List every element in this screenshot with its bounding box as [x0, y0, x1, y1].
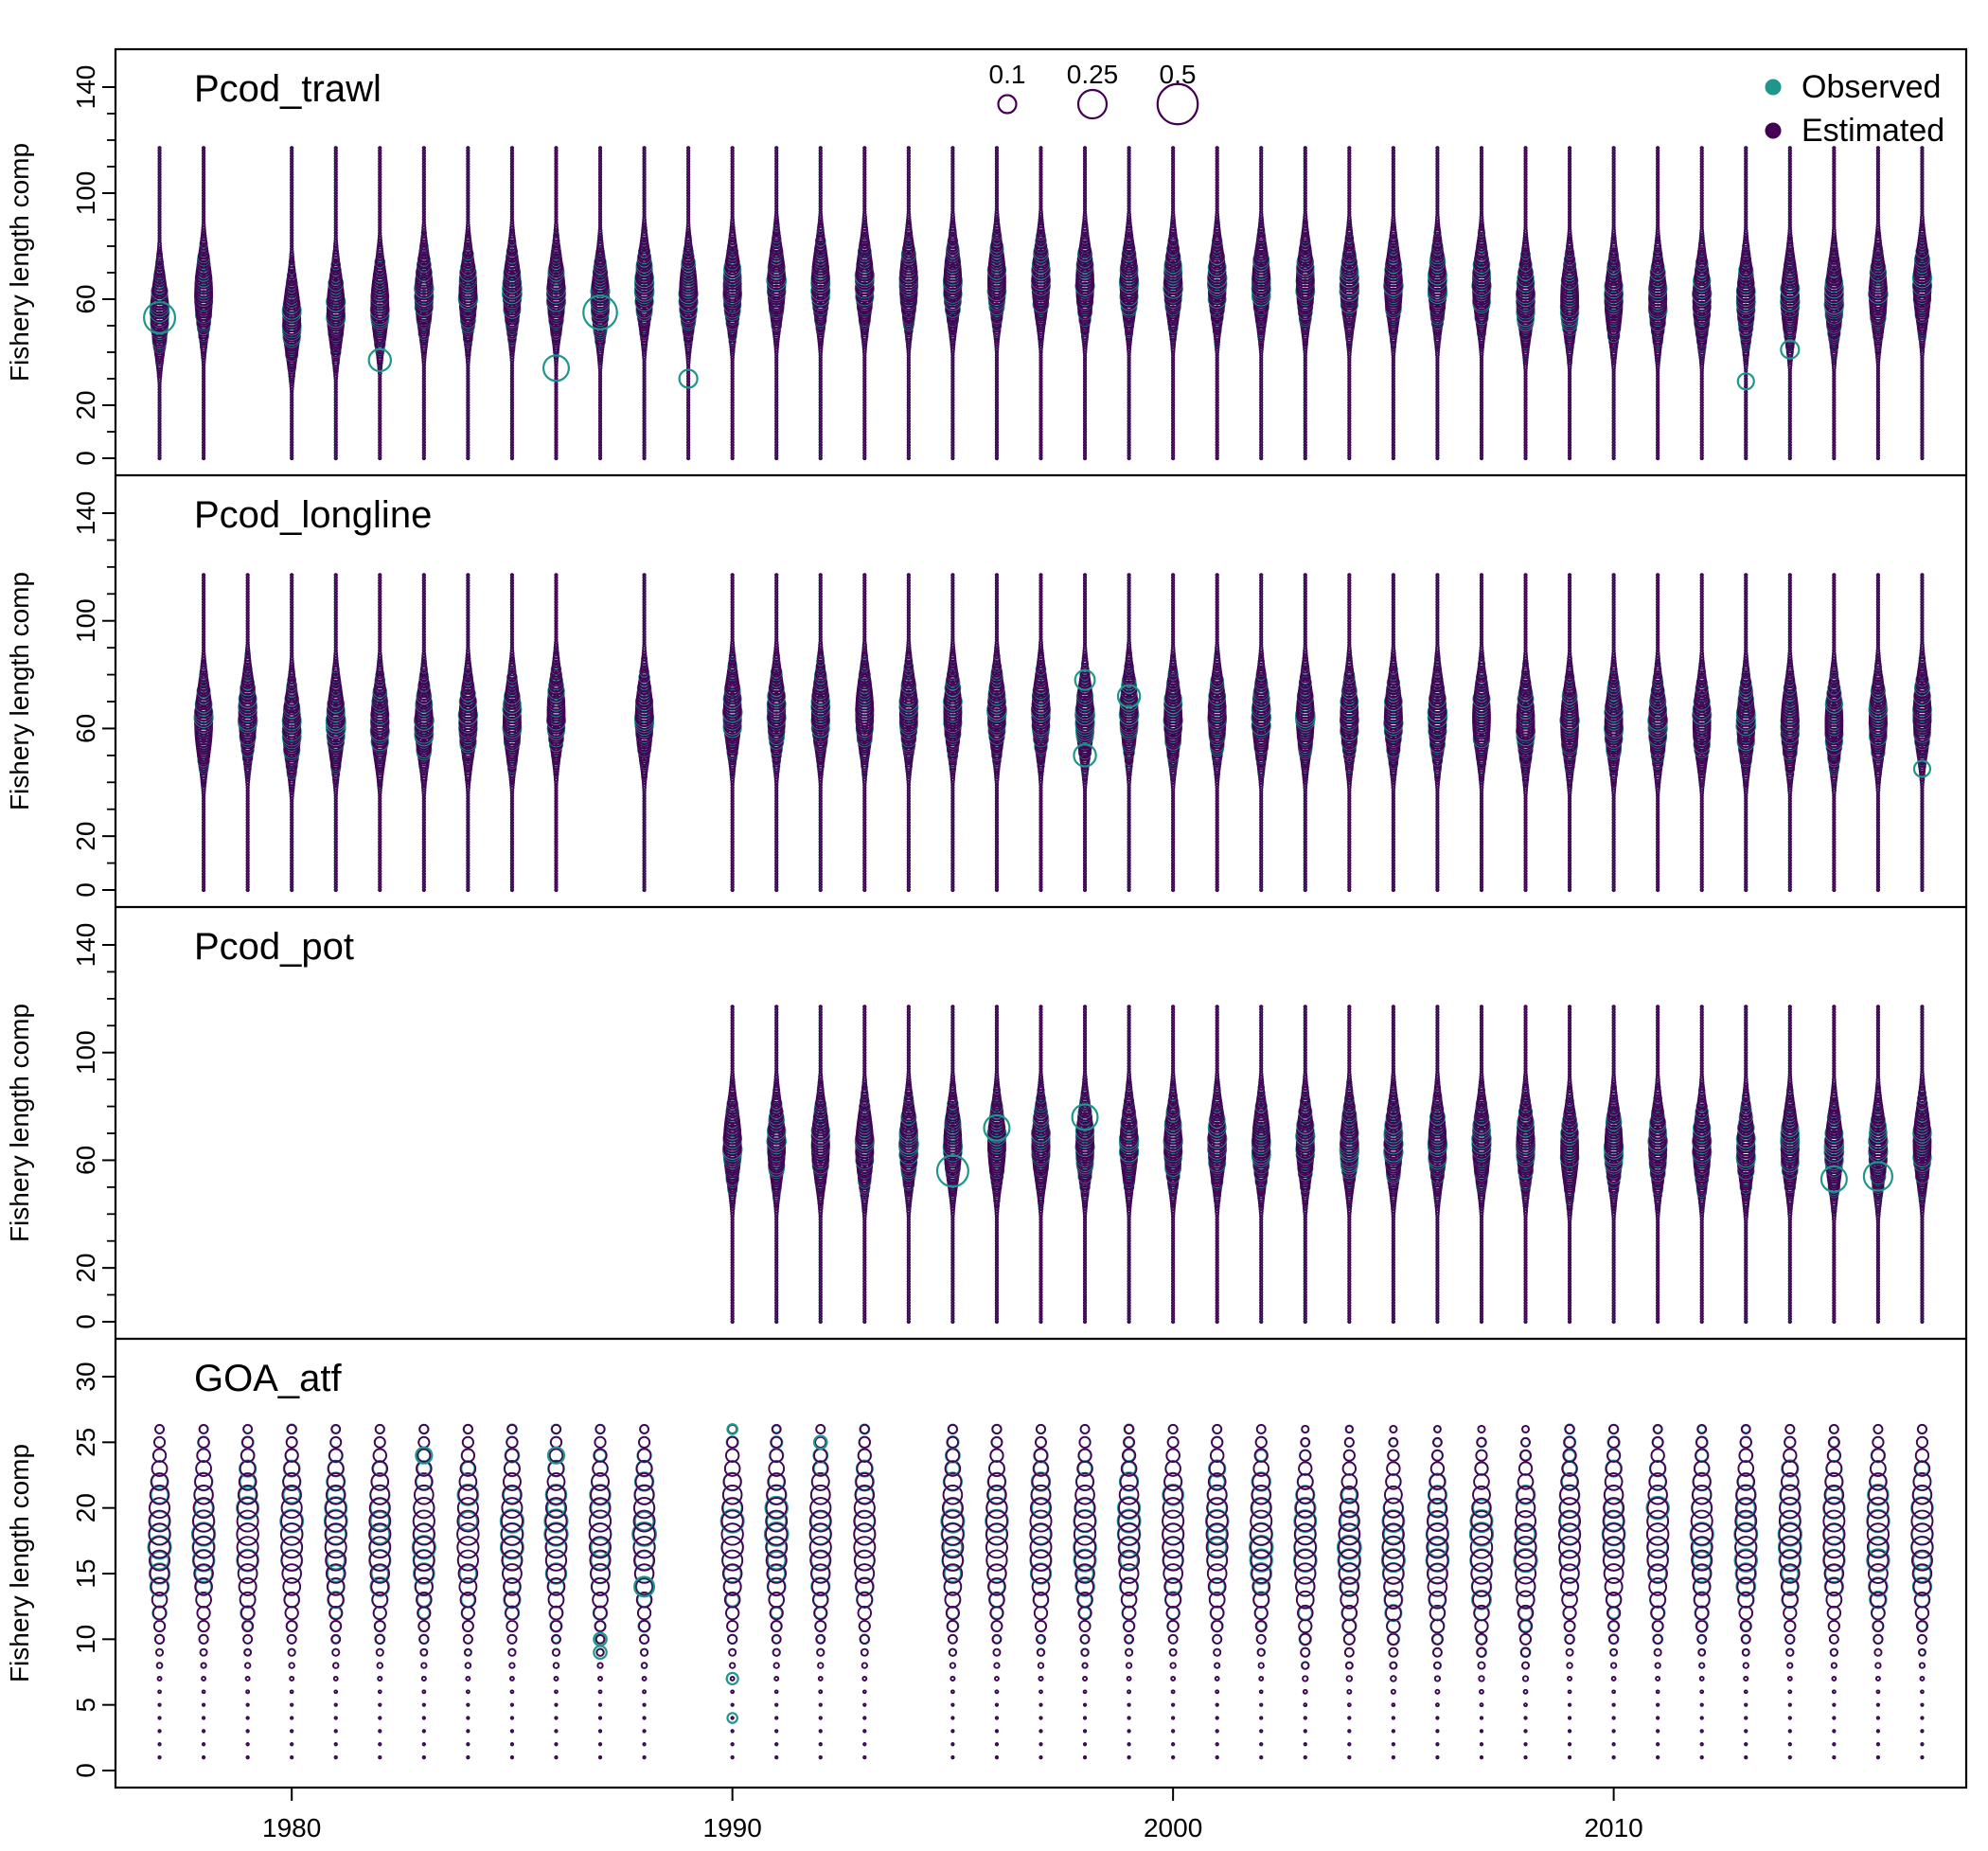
- estimated-bubble: [467, 147, 469, 149]
- estimated-bubble: [158, 147, 160, 149]
- estimated-bubble: [555, 147, 557, 149]
- estimated-bubble: [643, 147, 645, 149]
- estimated-bubble: [951, 147, 953, 149]
- estimated-bubble: [203, 147, 204, 149]
- estimated-bubble: [687, 147, 689, 149]
- bubbles: [144, 147, 1931, 459]
- y-tick-label: 20: [71, 390, 100, 419]
- estimated-bubble: [379, 147, 381, 149]
- estimated-bubble: [511, 147, 513, 149]
- estimated-bubble: [731, 147, 733, 149]
- y-tick-label: 60: [71, 284, 100, 313]
- estimated-bubble: [1084, 147, 1086, 149]
- y-axis-label: Fishery length comp: [5, 143, 34, 382]
- y-tick-label: 140: [71, 65, 100, 110]
- estimated-bubble: [820, 147, 822, 149]
- panel-title: Pcod_trawl: [194, 68, 382, 110]
- panel-pcod-trawl: Pcod_trawl 0 20 60 100 140 Fishery length comp: [5, 65, 1931, 466]
- y-tick-label: 0: [71, 451, 100, 466]
- estimated-bubble: [335, 147, 337, 149]
- estimated-bubble: [423, 147, 425, 149]
- y-tick-label: 100: [71, 171, 100, 216]
- estimated-bubble: [599, 147, 601, 149]
- estimated-bubble: [1039, 147, 1041, 149]
- estimated-bubble: [908, 147, 910, 149]
- estimated-bubble: [291, 147, 293, 149]
- estimated-bubble: [863, 147, 865, 149]
- estimated-bubble: [996, 147, 998, 149]
- estimated-bubble: [775, 147, 777, 149]
